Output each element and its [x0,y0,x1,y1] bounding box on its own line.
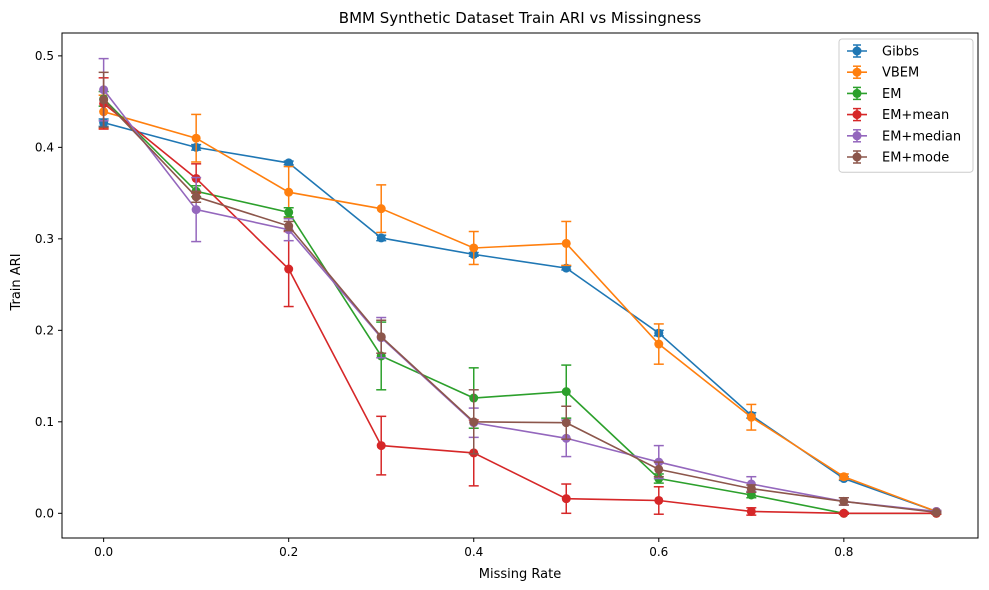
data-point [654,464,664,474]
y-tick-label: 0.0 [35,506,54,520]
data-point [561,238,571,248]
x-tick-label: 0.8 [834,545,853,559]
series-line [103,102,937,515]
data-point [469,243,479,253]
data-point [654,495,664,505]
data-point [839,472,849,482]
data-point [376,204,386,214]
y-tick-label: 0.4 [35,140,54,154]
legend-label: EM+median [882,129,961,144]
chart-title: BMM Synthetic Dataset Train ARI vs Missi… [339,9,702,27]
data-point [284,187,294,197]
y-tick-label: 0.5 [35,49,54,63]
data-point [746,412,756,422]
legend-marker [852,46,862,56]
x-tick-label: 0.0 [94,545,113,559]
y-tick-label: 0.1 [35,415,54,429]
legend-marker [852,67,862,77]
data-point [654,339,664,349]
data-point [284,221,294,231]
x-tick-label: 0.2 [279,545,298,559]
data-point [561,418,571,428]
data-point [561,387,571,397]
data-point [469,417,479,427]
y-tick-label: 0.2 [35,323,54,337]
x-tick-label: 0.6 [649,545,668,559]
x-tick-label: 0.4 [464,545,483,559]
series-line [103,110,937,513]
data-point [99,95,109,105]
data-point [376,233,386,243]
legend-box [838,38,974,173]
y-axis-label: Train ARI [9,253,24,311]
data-point [284,158,294,168]
plot-area: 0.0 0.2 0.4 0.6 0.8 0.0 0.1 0.2 0.3 0.4 0.5 [35,32,979,559]
legend-marker [852,110,862,120]
series-em-mode [98,71,942,517]
legend-label: EM+mode [882,151,949,166]
series-line [103,99,937,514]
data-point [376,441,386,451]
data-point [191,205,201,215]
data-point [284,264,294,274]
legend-marker [852,131,862,141]
series-line [103,89,937,513]
data-point [191,133,201,143]
x-axis-label: Missing Rate [479,567,561,582]
legend-label: EM [882,87,901,102]
data-point [376,332,386,342]
legend-marker [852,152,862,162]
axes-frame [61,32,979,539]
legend: Gibbs VBEM EM EM+mean EM+median EM+mode [838,38,974,173]
data-point [839,508,849,518]
series-line [103,98,937,515]
data-point [191,192,201,202]
y-tick-label: 0.3 [35,232,54,246]
legend-label: Gibbs [882,45,919,60]
data-point [561,494,571,504]
data-point [746,506,756,516]
data-point [284,207,294,217]
legend-label: EM+mean [882,108,949,123]
data-point [931,507,941,517]
legend-label: VBEM [882,66,919,81]
data-point [839,496,849,506]
data-point [746,484,756,494]
legend-marker [852,88,862,98]
